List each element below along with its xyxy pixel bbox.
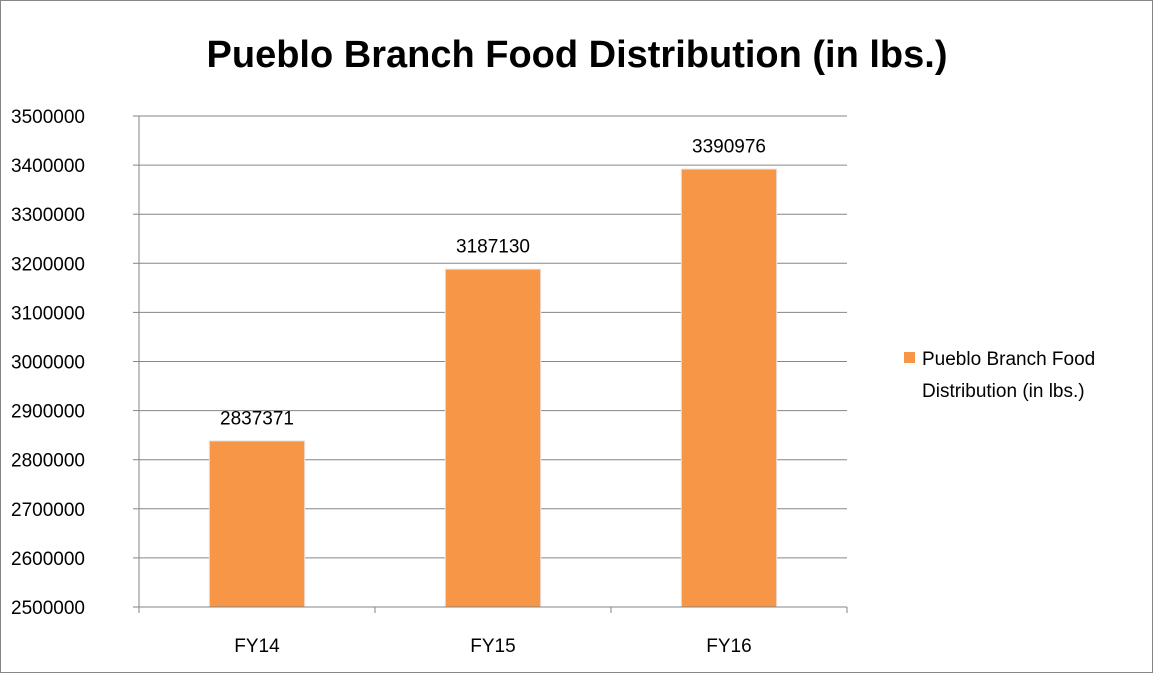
legend-swatch: [904, 352, 915, 363]
data-label: 2837371: [220, 408, 294, 429]
bar: [681, 169, 777, 608]
x-tick-label: FY16: [706, 636, 751, 657]
legend-label: Pueblo Branch Food: [922, 349, 1095, 370]
y-tick-label: 2900000: [11, 402, 85, 423]
data-label: 3187130: [456, 237, 530, 258]
legend: Pueblo Branch Food Distribution (in lbs.): [904, 349, 1095, 402]
x-tick-label: FY15: [470, 636, 515, 657]
y-tick-label: 3300000: [11, 205, 85, 226]
y-tick-label: 2600000: [11, 549, 85, 570]
axes: [138, 116, 847, 608]
y-tick-label: 2800000: [11, 451, 85, 472]
y-tick-label: 3000000: [11, 353, 85, 374]
y-tick-label: 2500000: [11, 598, 85, 619]
y-tick-label: 3200000: [11, 254, 85, 275]
y-tick-label: 3500000: [11, 107, 85, 128]
y-tick-label: 2700000: [11, 500, 85, 521]
data-label: 3390976: [692, 137, 766, 158]
legend-label: Distribution (in lbs.): [922, 381, 1085, 402]
chart-title: Pueblo Branch Food Distribution (in lbs.…: [207, 34, 948, 76]
bar: [209, 441, 305, 607]
x-tick-label: FY14: [234, 636, 280, 657]
bar: [445, 269, 541, 607]
y-tick-label: 3100000: [11, 303, 85, 324]
y-axis-ticks: 2500000 2600000 2700000 2800000 2900000 30000…: [11, 107, 139, 619]
y-tick-label: 3400000: [11, 156, 85, 177]
x-axis-ticks: FY14 FY15 FY16: [138, 607, 848, 657]
bars: [208, 168, 778, 608]
data-labels: 2837371 3187130 3390976: [220, 137, 766, 430]
